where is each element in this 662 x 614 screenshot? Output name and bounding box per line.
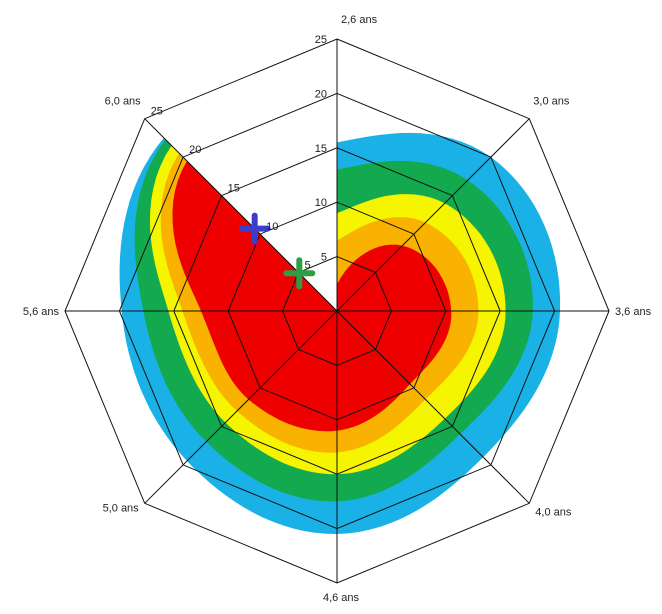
tick-label-axis0-10: 10 bbox=[315, 197, 327, 209]
spoke-5 bbox=[144, 310, 338, 504]
axis-label-1: 3,0 ans bbox=[533, 96, 570, 108]
tick-label-axis7-25: 25 bbox=[151, 106, 163, 118]
marker-plus-0 bbox=[238, 212, 271, 245]
labels-layer: 2,6 ans 3,0 ans 3,6 ans 4,0 ans 4,6 ans 5,0 a… bbox=[23, 14, 652, 604]
grid-layer bbox=[64, 38, 610, 584]
axis-label-4: 4,6 ans bbox=[323, 592, 360, 604]
spoke-3 bbox=[336, 310, 530, 504]
axis-label-2: 3,6 ans bbox=[615, 306, 652, 318]
axis-label-7: 6,0 ans bbox=[105, 96, 142, 108]
markers-layer bbox=[238, 212, 316, 290]
axis-label-0: 2,6 ans bbox=[341, 14, 378, 26]
tick-label-axis0-15: 15 bbox=[315, 143, 327, 155]
axis-label-5: 5,0 ans bbox=[103, 502, 140, 514]
tick-label-axis0-5: 5 bbox=[321, 252, 327, 264]
bands-layer bbox=[119, 132, 561, 534]
tick-label-axis7-15: 15 bbox=[228, 183, 240, 195]
marker-plus-1 bbox=[283, 257, 316, 290]
spoke-1 bbox=[336, 118, 530, 312]
tick-label-axis7-20: 20 bbox=[189, 144, 201, 156]
spoke-7 bbox=[144, 118, 338, 312]
axis-label-6: 5,6 ans bbox=[23, 306, 60, 318]
tick-label-axis0-25: 25 bbox=[315, 34, 327, 46]
tick-label-axis7-10: 10 bbox=[266, 221, 278, 233]
tick-label-axis0-20: 20 bbox=[315, 88, 327, 100]
tick-label-axis7-5: 5 bbox=[305, 260, 311, 272]
axis-label-3: 4,0 ans bbox=[535, 506, 572, 518]
